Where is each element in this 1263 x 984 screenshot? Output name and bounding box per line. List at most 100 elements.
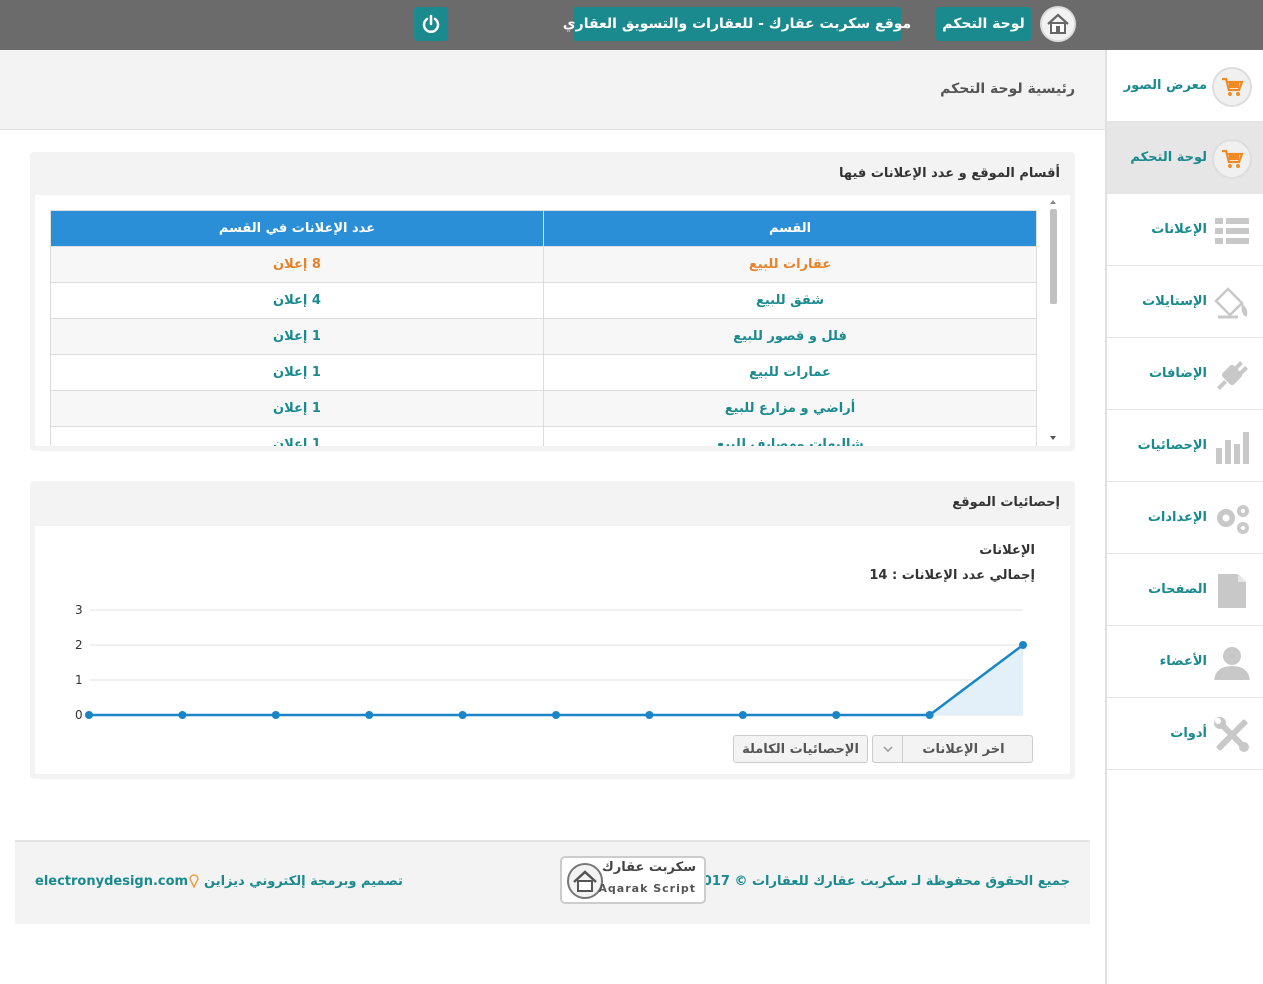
sidebar-item-settings[interactable]: الإعدادات	[1107, 482, 1263, 554]
ad-count: 1 إعلان	[50, 354, 544, 391]
scroll-down-arrow-icon[interactable]	[1046, 434, 1060, 442]
data-point[interactable]	[178, 711, 187, 719]
table-row: أراضي و مزارع للبيع 1 إعلان	[50, 390, 1037, 427]
section-name-link[interactable]: فلل و قصور للبيع	[543, 318, 1037, 355]
sidebar-item-label: الإحصائيات	[1137, 438, 1207, 453]
y-tick-label: 1	[75, 673, 83, 687]
data-point[interactable]	[458, 711, 467, 719]
footer: جميع الحقوق محفوظة لـ سكربت عقارك للعقار…	[15, 840, 1090, 924]
sections-panel: أقسام الموقع و عدد الإعلانات فيها القسم …	[30, 152, 1075, 451]
sections-panel-title: أقسام الموقع و عدد الإعلانات فيها	[839, 166, 1060, 181]
section-name-link[interactable]: شقق للبيع	[543, 282, 1037, 319]
sidebar-item-addons[interactable]: الإضافات	[1107, 338, 1263, 410]
stats-panel-title: إحصائيات الموقع	[952, 495, 1060, 510]
y-tick-label: 0	[75, 708, 83, 722]
table-row: شاليهات ومصايف للبيع 1 إعلان	[50, 426, 1037, 446]
cart-icon	[1212, 139, 1252, 179]
ad-count: 1 إعلان	[50, 426, 544, 446]
ad-count: 4 إعلان	[50, 282, 544, 319]
list-icon	[1215, 218, 1249, 244]
column-header-section: القسم	[543, 210, 1037, 247]
logo-house-icon	[567, 863, 603, 899]
sidebar-item-dashboard[interactable]: لوحة التحكم	[1107, 122, 1263, 194]
sidebar-item-members[interactable]: الأعضاء	[1107, 626, 1263, 698]
logo-arabic-text: سكربت عقارك	[601, 860, 696, 875]
sidebar-item-pages[interactable]: الصفحات	[1107, 554, 1263, 626]
paint-bucket-icon	[1214, 287, 1248, 319]
designer-site-link[interactable]: electronydesign.com	[35, 874, 189, 889]
data-point[interactable]	[552, 711, 560, 719]
data-point[interactable]	[1019, 641, 1027, 649]
scrollbar-thumb[interactable]	[1050, 209, 1057, 304]
ad-count: 1 إعلان	[50, 390, 544, 427]
logo-english-text: Aqarak Script	[598, 882, 696, 895]
data-point[interactable]	[645, 711, 654, 719]
bar-chart-icon	[1216, 432, 1249, 464]
section-name-link[interactable]: عمارات للبيع	[543, 354, 1037, 391]
data-point[interactable]	[738, 711, 747, 719]
cart-icon	[1212, 67, 1252, 107]
sidebar-item-label: لوحة التحكم	[1130, 150, 1207, 165]
dashboard-link-button[interactable]: لوحة التحكم	[936, 7, 1031, 41]
sidebar-item-label: معرض الصور	[1123, 78, 1207, 93]
ad-count: 8 إعلان	[50, 246, 544, 283]
house-icon	[1047, 13, 1069, 34]
data-point[interactable]	[832, 711, 841, 719]
y-tick-label: 3	[75, 603, 83, 617]
latest-ads-label: اخر الإعلانات	[922, 741, 1005, 757]
sections-table-container[interactable]: القسم عدد الإعلانات في القسم عقارات للبي…	[35, 195, 1070, 446]
ads-chart: 0 1 2 3	[75, 603, 1027, 722]
page-icon	[1218, 574, 1246, 608]
user-icon	[1214, 647, 1250, 680]
section-name-link[interactable]: أراضي و مزارع للبيع	[543, 390, 1037, 427]
ad-count: 1 إعلان	[50, 318, 544, 355]
data-point[interactable]	[271, 711, 280, 719]
column-header-ad-count: عدد الإعلانات في القسم	[50, 210, 544, 247]
sidebar-item-gallery[interactable]: معرض الصور	[1107, 50, 1263, 122]
sidebar-item-tools[interactable]: أدوات	[1107, 698, 1263, 770]
y-tick-label: 2	[75, 638, 83, 652]
section-name-link[interactable]: شاليهات ومصايف للبيع	[543, 426, 1037, 446]
tools-icon	[1214, 717, 1249, 752]
page-title: رئيسية لوحة التحكم	[940, 81, 1075, 97]
table-row: عمارات للبيع 1 إعلان	[50, 354, 1037, 391]
plug-icon	[1217, 361, 1248, 390]
logout-button[interactable]	[414, 7, 448, 41]
total-ads-label: إجمالي عدد الإعلانات : 14	[869, 568, 1035, 583]
data-point[interactable]	[365, 711, 374, 719]
full-stats-button[interactable]: الإحصائيات الكاملة	[733, 735, 868, 763]
latest-ads-dropdown[interactable]: اخر الإعلانات	[872, 735, 1033, 763]
section-name-link[interactable]: عقارات للبيع	[543, 246, 1037, 283]
data-point[interactable]	[85, 711, 93, 719]
table-row: شقق للبيع 4 إعلان	[50, 282, 1037, 319]
power-icon	[422, 14, 440, 33]
ads-label: الإعلانات	[979, 543, 1035, 558]
scroll-up-arrow-icon[interactable]	[1046, 198, 1060, 206]
sidebar-item-label: الإضافات	[1148, 366, 1207, 381]
page-header: رئيسية لوحة التحكم	[0, 50, 1105, 130]
home-button[interactable]	[1040, 6, 1076, 42]
sidebar-item-ads[interactable]: الإعلانات	[1107, 194, 1263, 266]
sidebar-item-label: الإستايلات	[1142, 294, 1207, 309]
sidebar: معرض الصور لوحة التحكم الإعلانات الإستاي…	[1105, 50, 1263, 984]
sidebar-item-label: الصفحات	[1148, 582, 1207, 597]
chevron-down-icon	[873, 736, 903, 762]
aqarak-logo[interactable]: سكربت عقارك Aqarak Script	[560, 856, 706, 904]
sidebar-item-styles[interactable]: الإستايلات	[1107, 266, 1263, 338]
table-scrollbar[interactable]	[1046, 198, 1060, 444]
copyright-text: جميع الحقوق محفوظة لـ سكربت عقارك للعقار…	[693, 874, 1070, 889]
top-bar: لوحة التحكم موقع سكربت عقارك - للعقارات …	[0, 0, 1263, 50]
sections-table: القسم عدد الإعلانات في القسم عقارات للبي…	[50, 210, 1037, 446]
sidebar-item-label: الإعلانات	[1151, 222, 1207, 237]
stats-panel: إحصائيات الموقع الإعلانات إجمالي عدد الإ…	[30, 481, 1075, 779]
site-link-button[interactable]: موقع سكربت عقارك - للعقارات والتسويق الع…	[563, 7, 911, 41]
data-point[interactable]	[925, 711, 934, 719]
location-pin-icon	[189, 874, 199, 888]
stats-panel-body: الإعلانات إجمالي عدد الإعلانات : 14 0 1 2 3…	[35, 526, 1070, 774]
table-row: فلل و قصور للبيع 1 إعلان	[50, 318, 1037, 355]
sidebar-item-label: أدوات	[1170, 726, 1207, 741]
gears-icon	[1217, 505, 1249, 534]
sidebar-item-stats[interactable]: الإحصائيات	[1107, 410, 1263, 482]
table-row: عقارات للبيع 8 إعلان	[50, 246, 1037, 283]
credit-text: تصميم وبرمجة إلكتروني ديزاين	[204, 874, 403, 889]
